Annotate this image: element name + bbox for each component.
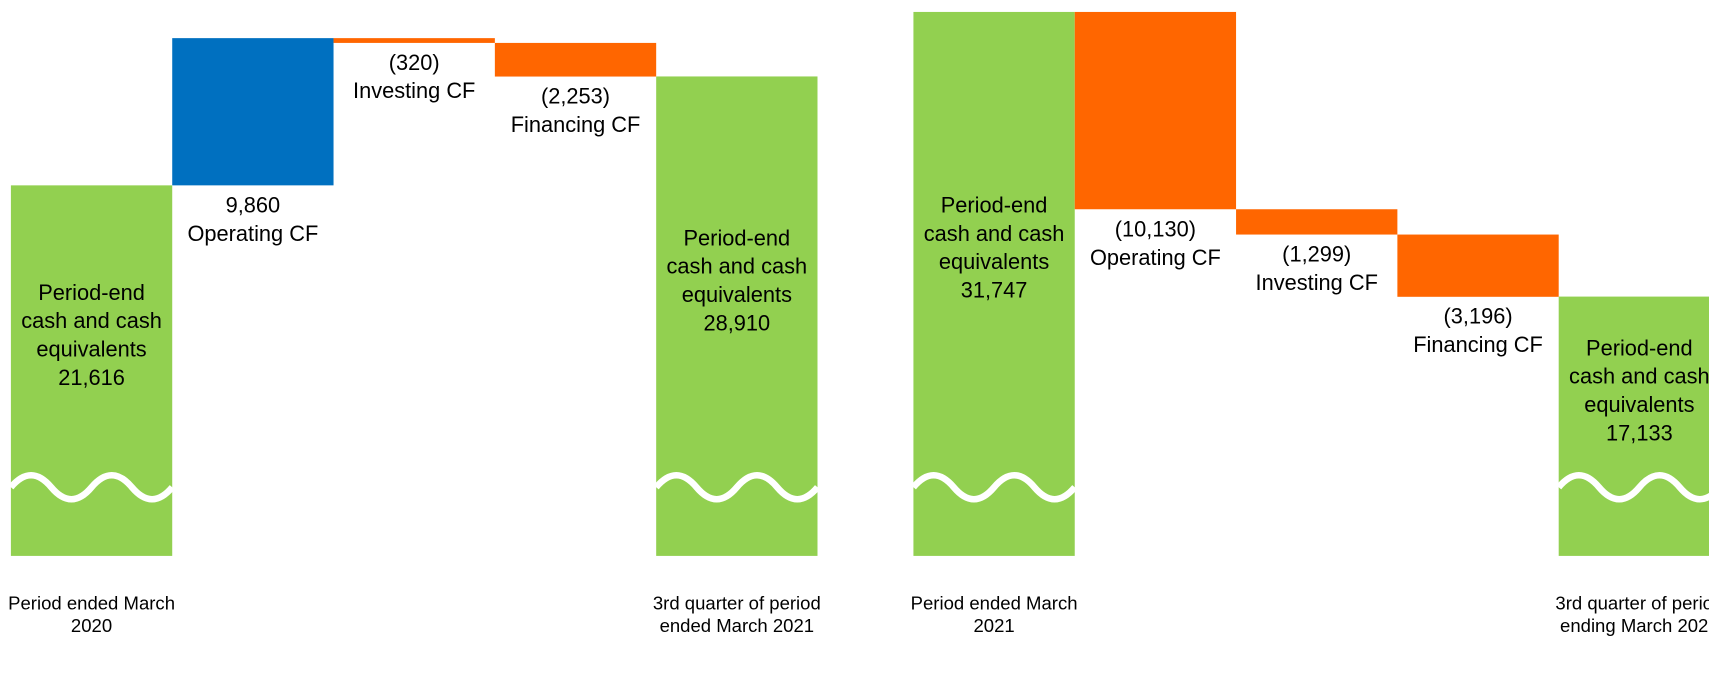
bar: [913, 11, 1075, 556]
bar-name: Period-end cash and cash equivalents: [666, 226, 808, 307]
bar-name: Operating CF: [187, 222, 319, 247]
value-label: (3,196): [1443, 305, 1513, 330]
value-label: 31,747: [960, 279, 1028, 303]
bar-label: (3,196) Financing CF: [1397, 303, 1558, 360]
x-tick-label: Period ended March 2020: [8, 592, 175, 637]
bar-name: Period-end cash and cash equivalents: [923, 193, 1065, 275]
bar-name: Investing CF: [1255, 271, 1378, 296]
bar: [1397, 234, 1559, 297]
bar-label: (320) Investing CF: [334, 49, 495, 106]
bar-label: Period-end cash and cash equivalents 31,7…: [923, 192, 1065, 305]
bar: [1074, 11, 1237, 210]
bar: [10, 185, 173, 556]
bar: [1558, 296, 1709, 556]
x-tick-label: 3rd quarter of period ending March 2022: [1555, 592, 1709, 637]
axis-break-wave: [910, 472, 1078, 503]
x-tick-label: Period ended March 2021: [910, 592, 1078, 637]
bar-name: Investing CF: [353, 79, 476, 104]
bar-name: Period-end cash and cash equivalents: [21, 280, 162, 362]
axis-break-wave: [8, 472, 175, 503]
bar-label: 9,860 Operating CF: [172, 192, 333, 249]
bar-label: (1,299) Investing CF: [1236, 241, 1397, 298]
bar-name: Period-end cash and cash equivalents: [1569, 336, 1709, 417]
x-tick-label: 3rd quarter of period ended March 2021: [652, 592, 821, 637]
value-label: (320): [388, 51, 440, 76]
value-label: 17,133: [1606, 421, 1673, 446]
bar-label: Period-end cash and cash equivalents 28,9…: [666, 224, 808, 337]
bar: [333, 38, 495, 43]
bar-label: Period-end cash and cash equivalents 21,6…: [21, 279, 163, 392]
axis-break-wave: [1556, 472, 1709, 503]
bar-name: Financing CF: [1413, 333, 1543, 358]
value-label: (2,253): [540, 85, 611, 110]
bar-label: (10,130) Operating CF: [1075, 216, 1236, 273]
bar: [172, 38, 334, 186]
bar: [494, 42, 657, 77]
value-label: 28,910: [703, 311, 771, 336]
value-label: 21,616: [58, 365, 125, 390]
bar-label: Period-end cash and cash equivalents 17,1…: [1569, 334, 1709, 447]
value-label: 9,860: [225, 194, 281, 219]
value-label: (1,299): [1282, 243, 1352, 268]
value-label: (10,130): [1114, 217, 1197, 242]
bar-name: Financing CF: [510, 113, 641, 138]
bar: [1236, 209, 1398, 235]
bar-name: Operating CF: [1089, 246, 1221, 271]
axis-break-wave: [653, 472, 821, 503]
bar-label: (2,253) Financing CF: [495, 83, 656, 140]
